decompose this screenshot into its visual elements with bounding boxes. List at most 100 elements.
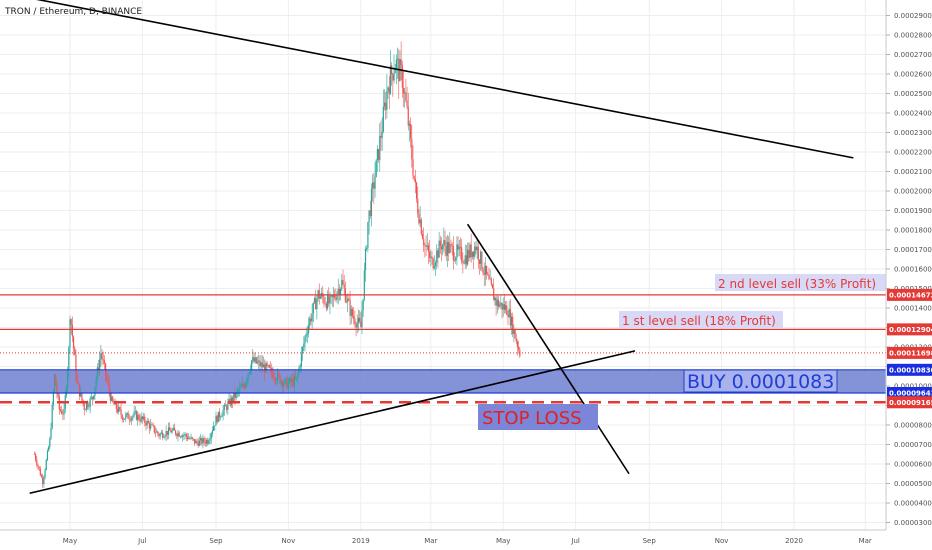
candle-body [362,299,364,311]
stop-loss-note-bg [478,404,598,430]
candle-body [166,431,168,435]
candle-body [382,106,384,132]
trend-line-steep-downtrend[interactable] [466,223,630,475]
candle-body [380,135,382,138]
candle-body [283,383,285,387]
candle-body [485,265,488,274]
candle-body [109,391,111,401]
candle-body [464,255,466,264]
candle-body [163,437,165,438]
y-tick-label: 0.00029000 [894,12,932,20]
candle-body [188,438,190,440]
candle-body [77,382,79,385]
trend-lines[interactable] [0,0,854,495]
candle-body [88,406,90,408]
trend-line-lower-support[interactable] [29,350,636,495]
candle-body [488,275,490,280]
candle-body [93,395,95,400]
trend-line-upper-resistance[interactable] [0,0,854,159]
candle-body [176,434,178,437]
candle-body [293,376,295,386]
candle-body [474,246,476,257]
candle-body [277,372,279,381]
candle-body [216,415,218,423]
candle-body [328,295,330,304]
candle-body [246,379,248,383]
candle-body [57,393,59,397]
candle-body [381,131,383,138]
candle-body [132,415,134,418]
candle-body [59,409,62,411]
candle-body [516,341,519,348]
candle-body [170,430,172,433]
candle-body [259,360,261,367]
candle-body [336,293,338,300]
x-axis[interactable]: May Jul Sep Nov 2019 Mar May Jul Sep Nov 2020 Mar [63,537,872,545]
candle-body [48,447,50,451]
candle-body [198,440,200,446]
candle-body [309,318,311,326]
candle-body [411,138,413,160]
candle-body [110,396,113,401]
candle-body [291,378,293,383]
candle-body [294,376,297,379]
candle-body [121,414,123,420]
candle-body [115,401,117,409]
candle-body [483,273,485,275]
candle-body [356,322,358,328]
candle-body [144,416,146,423]
candle-body [410,123,412,139]
candle-body [274,378,276,381]
candle-body [438,240,440,258]
x-tick-label: Nov [282,537,296,545]
candle-body [451,244,453,247]
candle-body [165,431,167,437]
candle-body [472,251,475,257]
candle-body [33,454,35,455]
candle-body [186,436,189,440]
candle-body [476,246,478,251]
candle-body [508,308,510,317]
candle-body [456,244,458,258]
candle-body [462,261,464,264]
candle-body [391,65,393,74]
candle-body [233,393,235,402]
candle-body [215,415,217,426]
candle-body [338,288,341,295]
candle-body [360,321,362,328]
candle-body [63,408,65,415]
candle-body [433,266,435,269]
candle-body [424,245,426,246]
candle-body [325,303,327,309]
candle-body [70,319,72,325]
candle-body [45,459,47,470]
candle-body [71,324,73,337]
candle-body [224,404,227,407]
candle-body [445,246,447,256]
candle-body [196,440,198,443]
candle-body [36,459,38,465]
candle-body [254,357,256,362]
candle-body [350,309,352,316]
candle-body [303,343,305,348]
candle-body [141,416,143,420]
candle-body [113,401,115,405]
candle-body [51,404,53,429]
x-tick-label: Mar [424,537,437,545]
candle-body [126,412,128,415]
candle-body [499,304,501,307]
candle-body [404,92,406,94]
candle-body [418,213,420,224]
x-tick-label: Sep [643,537,657,545]
candle-body [337,288,339,294]
candle-body [290,378,292,383]
candle-body [265,362,267,373]
candle-body [83,403,85,411]
candle-body [515,338,517,342]
